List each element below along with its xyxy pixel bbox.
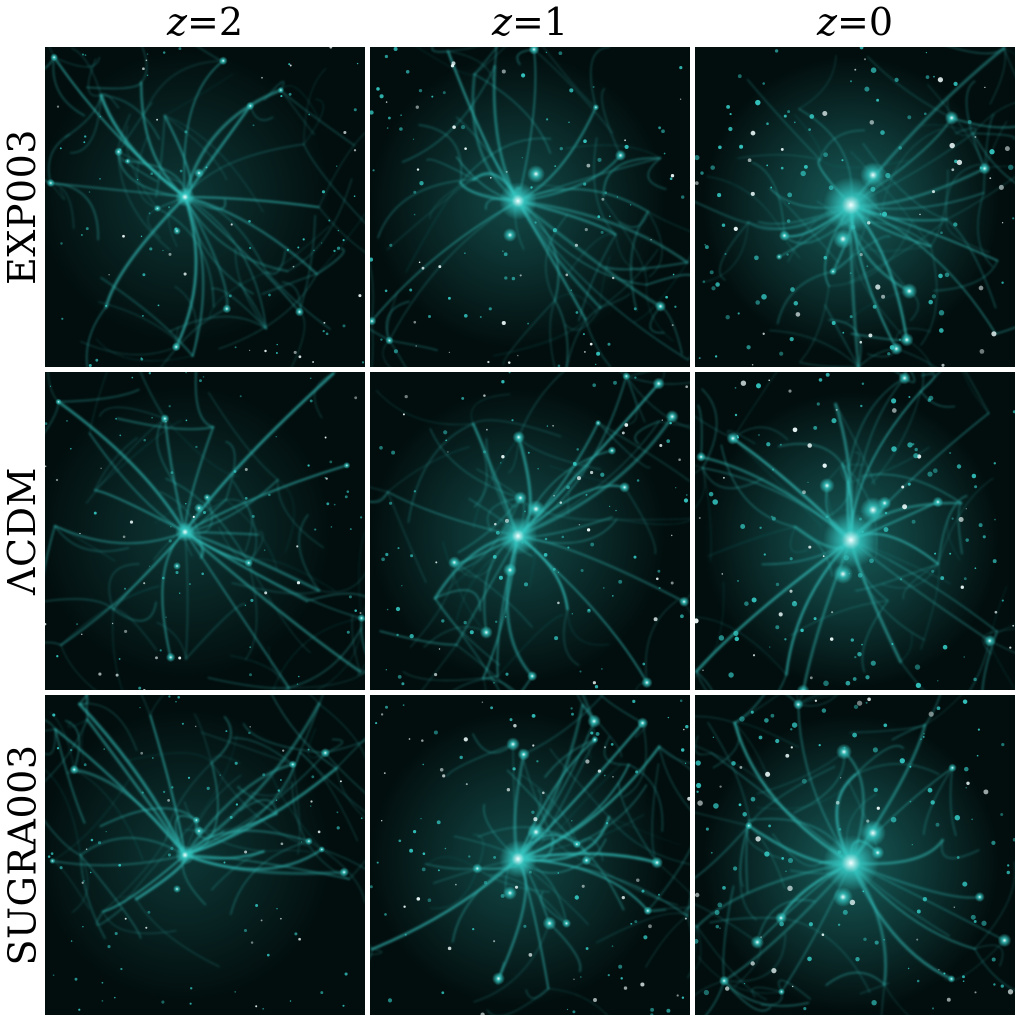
density-field xyxy=(695,47,1015,367)
redshift-symbol: z xyxy=(166,0,187,44)
redshift-value: 0 xyxy=(868,0,894,44)
redshift-symbol: z xyxy=(491,0,512,44)
redshift-value: 1 xyxy=(543,0,569,44)
panel-lcdm-z2 xyxy=(45,372,365,690)
density-field xyxy=(695,372,1015,690)
panel-exp003-z0 xyxy=(695,47,1015,367)
panel-lcdm-z1 xyxy=(370,372,690,690)
panel-sugra003-z0 xyxy=(695,695,1015,1015)
panel-sugra003-z2 xyxy=(45,695,365,1015)
row-label-lcdm: ΛCDM xyxy=(0,372,44,690)
panel-sugra003-z1 xyxy=(370,695,690,1015)
equals-sign: = xyxy=(512,0,544,44)
equals-sign: = xyxy=(837,0,869,44)
column-label-z1: z = 1 xyxy=(370,0,690,44)
density-field xyxy=(370,372,690,690)
column-label-z2: z = 2 xyxy=(45,0,365,44)
panel-lcdm-z0 xyxy=(695,372,1015,690)
density-field xyxy=(370,47,690,367)
column-label-z0: z = 0 xyxy=(695,0,1015,44)
model-name: ΛCDM xyxy=(0,467,44,595)
redshift-symbol: z xyxy=(816,0,837,44)
density-field xyxy=(45,372,365,690)
redshift-value: 2 xyxy=(218,0,244,44)
model-name: SUGRA003 xyxy=(0,744,44,966)
row-label-exp003: EXP003 xyxy=(0,47,44,367)
panel-exp003-z1 xyxy=(370,47,690,367)
panel-exp003-z2 xyxy=(45,47,365,367)
density-field xyxy=(695,695,1015,1015)
density-field xyxy=(45,47,365,367)
equals-sign: = xyxy=(187,0,219,44)
model-name: EXP003 xyxy=(0,129,45,285)
density-field xyxy=(45,695,365,1011)
density-field xyxy=(370,695,690,1015)
row-label-sugra003: SUGRA003 xyxy=(0,695,44,1015)
